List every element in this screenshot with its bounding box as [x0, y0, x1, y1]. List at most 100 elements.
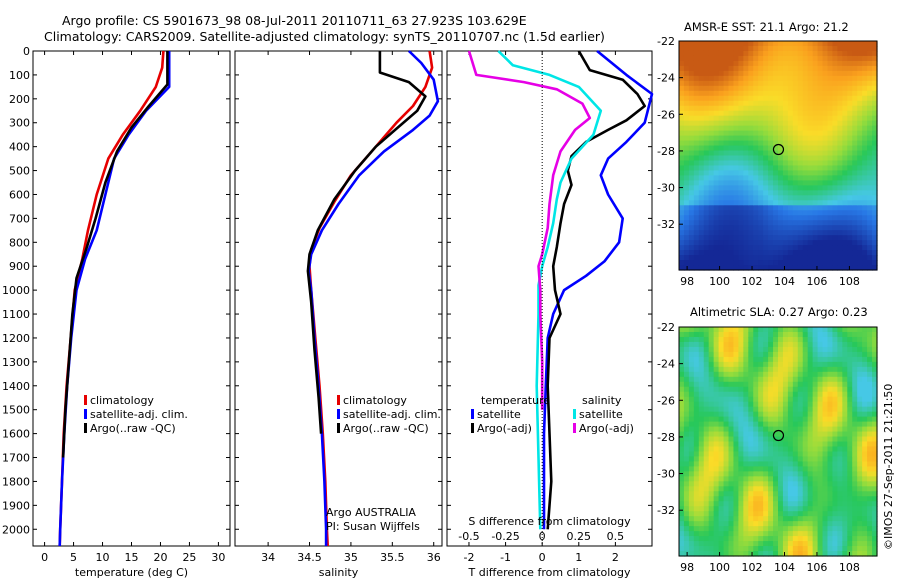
- sst-cell: [733, 110, 739, 117]
- sst-cell: [773, 240, 779, 246]
- sst-cell: [773, 55, 779, 62]
- sla-cell: [782, 361, 789, 368]
- sst-cell: [768, 155, 774, 162]
- sla-cell: [778, 431, 784, 438]
- sst-cell: [812, 245, 819, 251]
- sst-cell: [857, 150, 863, 157]
- sla-cell: [852, 376, 858, 383]
- sst-cell: [797, 115, 804, 122]
- sst-cell: [797, 180, 804, 186]
- sst-cell: [787, 115, 794, 122]
- sla-cell: [872, 446, 878, 453]
- sst-cell: [738, 200, 744, 206]
- sla-cell: [867, 371, 873, 378]
- sst-cell: [763, 265, 769, 271]
- sla-cell: [852, 346, 858, 353]
- sst-cell: [703, 135, 710, 142]
- sst-cell: [832, 165, 838, 172]
- sst-cell: [688, 50, 695, 57]
- sst-cell: [738, 155, 744, 162]
- sst-cell: [693, 110, 700, 117]
- sst-cell: [852, 80, 858, 87]
- sst-cell: [812, 41, 819, 47]
- sst-cell: [852, 215, 858, 221]
- sst-cell: [817, 100, 824, 107]
- sst-cell: [758, 120, 764, 127]
- sla-cell: [802, 546, 809, 552]
- sla-cell: [797, 466, 804, 472]
- sla-cell: [718, 496, 725, 502]
- sla-cell: [812, 331, 819, 338]
- sst-cell: [698, 205, 705, 211]
- sst-cell: [743, 90, 749, 97]
- sst-cell: [857, 265, 863, 271]
- temp-legend-swatch: [84, 409, 87, 419]
- sst-cell: [857, 45, 863, 52]
- sla-cell: [817, 386, 824, 393]
- sst-cell: [872, 85, 878, 92]
- sst-cell: [703, 140, 710, 147]
- sla-cell: [693, 516, 700, 522]
- sla-cell: [837, 496, 843, 502]
- sst-cell: [802, 200, 809, 206]
- sst-cell: [733, 155, 739, 162]
- sla-cell: [837, 516, 843, 522]
- sst-cell: [837, 145, 843, 152]
- sla-cell: [773, 536, 779, 542]
- sla-cell: [787, 411, 794, 418]
- sst-cell: [768, 120, 774, 127]
- sla-cell: [733, 327, 739, 333]
- sst-cell: [872, 265, 878, 271]
- sst-cell: [837, 185, 843, 191]
- sla-cell: [723, 511, 730, 517]
- sla-cell: [812, 481, 819, 487]
- sla-cell: [748, 366, 754, 373]
- sst-cell: [862, 120, 868, 127]
- sst-cell: [827, 55, 834, 62]
- sst-cell: [728, 260, 735, 266]
- sla-cell: [817, 431, 824, 438]
- sst-cell: [862, 200, 868, 206]
- sla-cell: [802, 476, 809, 482]
- sla-cell: [852, 496, 858, 502]
- sla-cell: [797, 471, 804, 477]
- sst-cell: [728, 90, 735, 97]
- sla-cell: [797, 431, 804, 438]
- sla-cell: [708, 461, 715, 467]
- sst-cell: [763, 105, 769, 112]
- sla-cell: [758, 476, 764, 482]
- sst-cell: [733, 240, 739, 246]
- sst-cell: [797, 90, 804, 97]
- sst-cell: [773, 190, 779, 196]
- sst-cell: [738, 230, 744, 236]
- sst-cell: [807, 75, 814, 82]
- sst-cell: [718, 110, 725, 117]
- sla-cell: [753, 327, 759, 333]
- sst-cell: [723, 225, 730, 231]
- sla-cell: [867, 551, 873, 557]
- sla-cell: [723, 501, 730, 507]
- sst-cell: [837, 55, 843, 62]
- sst-cell: [837, 220, 843, 226]
- sst-cell: [753, 195, 759, 201]
- salinity-diff-tick-label: 0: [539, 530, 546, 543]
- sla-cell: [822, 466, 829, 472]
- sst-cell: [738, 170, 744, 177]
- sla-cell: [728, 441, 735, 448]
- sla-cell: [792, 401, 799, 408]
- sst-cell: [753, 245, 759, 251]
- sst-cell: [802, 85, 809, 92]
- sla-cell: [867, 546, 873, 552]
- sst-cell: [817, 155, 824, 162]
- sst-cell: [698, 85, 705, 92]
- sst-cell: [822, 170, 829, 177]
- salinity-series-blue: [307, 50, 440, 546]
- sst-cell: [708, 90, 715, 97]
- sst-cell: [837, 100, 843, 107]
- sst-cell: [723, 60, 730, 67]
- sla-cell: [862, 376, 868, 383]
- sst-cell: [703, 130, 710, 137]
- sla-cell: [852, 541, 858, 547]
- sst-cell: [763, 75, 769, 82]
- sla-cell: [728, 416, 735, 423]
